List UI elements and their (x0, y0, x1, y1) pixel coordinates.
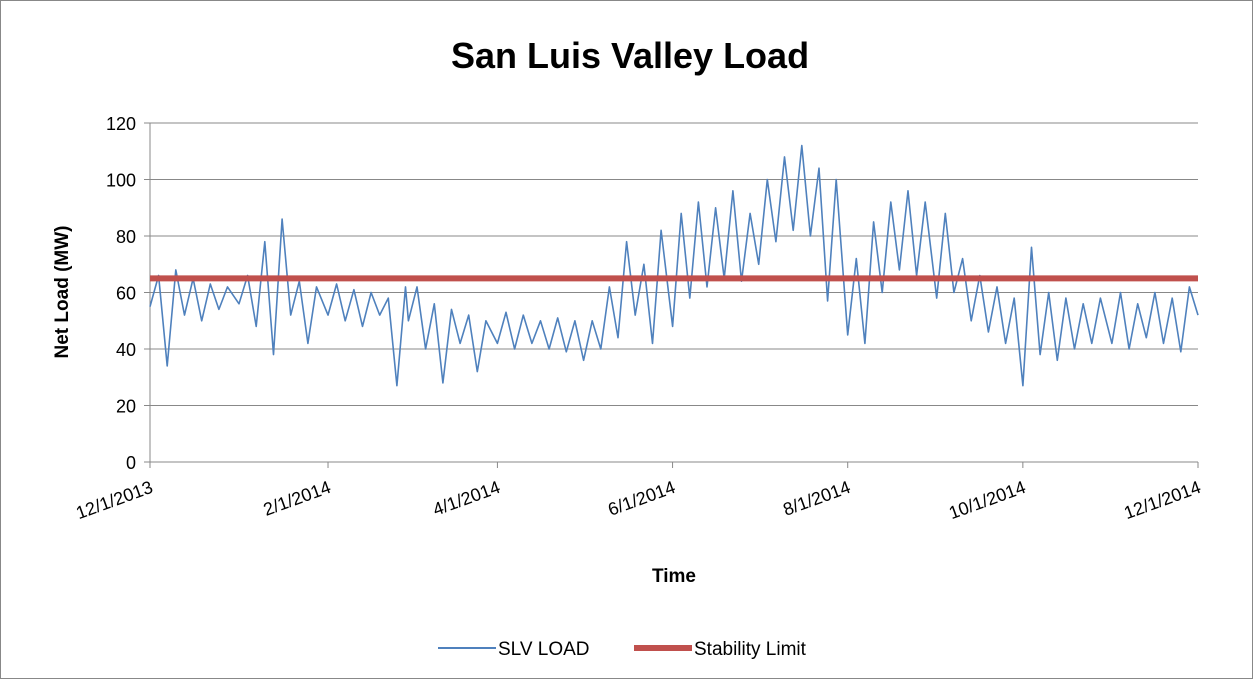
y-tick-label: 120 (106, 114, 136, 134)
series-line (149, 144, 1199, 387)
y-tick-label: 80 (116, 227, 136, 247)
y-axis-label: Net Load (MW) (52, 226, 73, 359)
x-axis-label: Time (652, 566, 696, 587)
chart-title: San Luis Valley Load (451, 35, 809, 76)
legend-label: Stability Limit (694, 639, 807, 660)
y-tick-label: 100 (106, 171, 136, 191)
y-tick-label: 20 (116, 397, 136, 417)
y-tick-label: 60 (116, 284, 136, 304)
y-tick-label: 40 (116, 340, 136, 360)
y-tick-label: 0 (126, 453, 136, 473)
legend-label: SLV LOAD (498, 639, 590, 660)
